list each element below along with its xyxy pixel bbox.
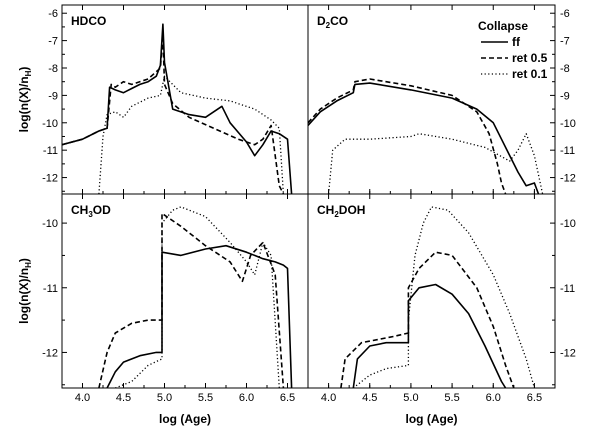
panel-hdco: -6 -7 -8 -9 -10 -11 -12 HDCO log(n(X)/nH) — [17, 4, 309, 195]
legend-title: Collapse — [478, 19, 528, 33]
y-tick-label: -12 — [560, 347, 576, 359]
y-tick-label: -6 — [560, 8, 570, 20]
y-tick-label: -8 — [560, 63, 570, 75]
series-ch3od-ret-0-5 — [98, 212, 285, 388]
x-tick-label: 5.0 — [157, 392, 172, 404]
panel-title-ch2doh-end: DOH — [339, 203, 366, 217]
y-tick-label: -7 — [560, 36, 570, 48]
series-d2co-ret-0-1 — [327, 133, 544, 194]
panel-title-ch3od: CH3OD — [71, 203, 111, 219]
series-d2co-ret-0-5 — [308, 78, 507, 194]
panel-title-ch2doh: CH2DOH — [317, 203, 365, 219]
panel-frame-ch3od — [61, 193, 309, 389]
y-tick-label: -11 — [560, 145, 575, 157]
x-tick-label: 5.0 — [403, 392, 418, 404]
legend-label-ret-0-5: ret 0.5 — [512, 51, 548, 65]
y-axis-label-hdco: log(n(X)/nH) — [17, 67, 33, 133]
panel-title-d2co-end: CO — [330, 14, 348, 28]
panel-ch2doh: -10 -11 -12 4.0 4.5 5.0 5.5 6.0 6.5 CH2DOH — [307, 193, 576, 404]
y-tick-label: -12 — [42, 173, 58, 185]
series-ch3od-ret-0-1 — [115, 206, 280, 388]
y-tick-label: -8 — [48, 63, 58, 75]
series-ch2doh-ff — [352, 283, 507, 388]
panel-title-ch2doh-main: CH — [317, 203, 334, 217]
x-axis-label-left: log (Age) — [159, 412, 211, 426]
y-tick-label: -10 — [560, 118, 576, 130]
panel-title-ch3od-end: OD — [93, 203, 111, 217]
panel-d2co: -6 -7 -8 -9 -10 -11 -12 D2CO — [307, 4, 576, 195]
panel-ch3od: -10 -11 -12 4.0 4.5 5.0 5.5 6.0 6.5 CH3OD log(n(X)… — [17, 193, 309, 404]
series-ch2doh-ret-0-5 — [340, 251, 515, 388]
x-tick-label: 6.5 — [280, 392, 295, 404]
panel-frame-ch2doh — [307, 193, 556, 389]
x-tick-label: 4.5 — [116, 392, 131, 404]
legend-label-ret-0-1: ret 0.1 — [512, 67, 548, 81]
panel-title-d2co: D2CO — [317, 14, 348, 30]
y-tick-label: -9 — [48, 90, 58, 102]
series-ch2doh-ret-0-1 — [352, 206, 536, 388]
x-axis-label-right: log (Age) — [406, 412, 458, 426]
y-tick-label: -6 — [48, 8, 58, 20]
y-axis-label-ch3od-end: ) — [17, 258, 31, 262]
y-tick-label: -11 — [43, 283, 58, 295]
panels-group: -6-7-8-9-10-11-12HDCOlog(n(X)/nH)-6-7-8-… — [17, 4, 576, 404]
legend-label-ff: ff — [512, 35, 521, 49]
y-tick-label: -7 — [48, 36, 58, 48]
panel-title-ch3od-subscript: 3 — [88, 210, 93, 219]
legend: Collapse ff ret 0.5 ret 0.1 — [478, 19, 548, 81]
y-axis-label-hdco-subscript: H — [24, 70, 33, 76]
x-tick-label: 4.0 — [75, 392, 90, 404]
y-tick-label: -10 — [560, 218, 576, 230]
series-ch3od-ff — [106, 244, 293, 388]
y-tick-label: -12 — [42, 347, 58, 359]
y-axis-label-ch3od: log(n(X)/nH) — [17, 258, 33, 324]
y-axis-label-hdco-main: log(n(X)/n — [17, 76, 31, 132]
y-axis-label-ch3od-subscript: H — [24, 262, 33, 268]
y-tick-label: -10 — [42, 118, 58, 130]
series-hdco-ff — [62, 23, 293, 194]
x-tick-label: 5.5 — [198, 392, 213, 404]
y-tick-label: -9 — [560, 90, 570, 102]
y-tick-label: -11 — [43, 145, 58, 157]
panel-title-d2co-subscript: 2 — [326, 21, 331, 30]
y-tick-label: -10 — [42, 218, 58, 230]
panel-title-hdco: HDCO — [71, 14, 106, 28]
x-tick-label: 5.5 — [444, 392, 459, 404]
series-d2co-ff — [308, 82, 540, 194]
panel-frame-hdco — [61, 4, 309, 195]
series-hdco-ret-0-1 — [98, 75, 285, 194]
panel-title-d2co-main: D — [317, 14, 326, 28]
y-axis-label-hdco-end: ) — [17, 67, 31, 71]
x-tick-label: 6.0 — [486, 392, 501, 404]
series-hdco-ret-0-5 — [62, 34, 285, 194]
x-tick-label: 6.0 — [239, 392, 254, 404]
panel-title-hdco-main: HDCO — [71, 14, 106, 28]
panel-frame-d2co — [307, 4, 556, 195]
x-tick-label: 4.5 — [362, 392, 377, 404]
panel-title-ch2doh-subscript: 2 — [334, 210, 339, 219]
x-tick-label: 4.0 — [321, 392, 336, 404]
y-axis-label-ch3od-main: log(n(X)/n — [17, 268, 31, 324]
y-tick-label: -12 — [560, 173, 576, 185]
x-tick-label: 6.5 — [527, 392, 542, 404]
y-tick-label: -11 — [560, 283, 575, 295]
panel-title-ch3od-main: CH — [71, 203, 88, 217]
